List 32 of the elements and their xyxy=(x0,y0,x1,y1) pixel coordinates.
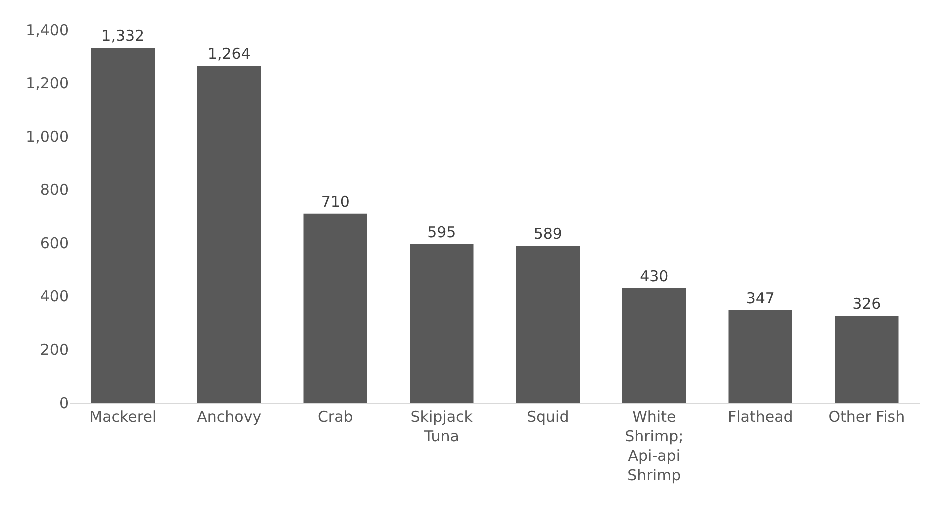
x-tick-label: Mackerel xyxy=(90,408,157,426)
x-tick-label: Flathead xyxy=(728,408,794,426)
y-tick-label: 1,200 xyxy=(26,74,69,93)
data-label: 1,264 xyxy=(208,45,251,64)
y-tick-label: 0 xyxy=(59,394,69,412)
y-tick-label: 1,000 xyxy=(26,128,69,146)
bar xyxy=(622,288,686,403)
y-tick-label: 400 xyxy=(40,288,69,306)
bar xyxy=(728,310,792,403)
bar xyxy=(91,48,155,403)
data-label: 589 xyxy=(534,225,562,244)
y-tick-label: 1,400 xyxy=(26,21,69,40)
bar xyxy=(410,244,474,403)
data-label: 595 xyxy=(428,223,456,242)
x-tick-label: Other Fish xyxy=(828,408,906,426)
data-label: 326 xyxy=(852,295,882,314)
bar xyxy=(516,246,580,403)
bar xyxy=(835,316,899,403)
data-label: 347 xyxy=(746,290,775,308)
x-tick-label: Anchovy xyxy=(197,408,262,426)
data-label: 1,332 xyxy=(102,27,145,46)
y-tick-label: 200 xyxy=(40,340,69,359)
x-tick-label: Squid xyxy=(527,408,570,426)
data-label: 710 xyxy=(321,192,350,211)
x-tick-label: White Shrimp; Api-api Shrimp xyxy=(625,408,684,484)
x-tick-label: Crab xyxy=(318,408,354,426)
x-tick-label: Skipjack Tuna xyxy=(410,408,474,446)
data-label: 430 xyxy=(640,267,669,286)
bar xyxy=(198,66,262,403)
y-tick-label: 800 xyxy=(40,181,69,200)
bar xyxy=(304,214,368,403)
y-tick-label: 600 xyxy=(40,234,69,252)
